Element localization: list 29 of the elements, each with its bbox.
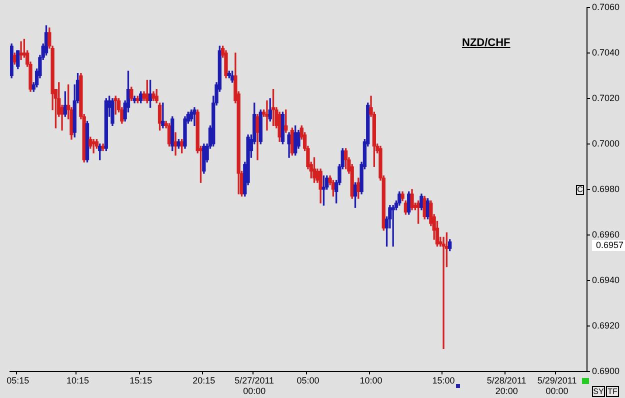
x-tick-label: 5/29/2011 00:00 bbox=[537, 375, 577, 396]
y-tick-label: 0.7020 bbox=[592, 92, 620, 103]
y-tick-label: 0.7060 bbox=[592, 2, 620, 12]
candlestick bbox=[19, 41, 23, 60]
x-tick-label: 10:15 bbox=[66, 375, 90, 386]
y-tick-label: 0.6920 bbox=[592, 320, 620, 330]
candlestick bbox=[442, 236, 446, 349]
y-tick-label: 0.7000 bbox=[592, 138, 620, 148]
y-tick-label: 0.6980 bbox=[592, 184, 620, 194]
x-tick-label: 20:15 bbox=[192, 375, 216, 386]
candlestick bbox=[192, 107, 196, 126]
x-tick-label: 5/27/2011 00:00 bbox=[234, 375, 274, 396]
text: NZD/CHF bbox=[462, 37, 510, 49]
x-tick-label: 5/28/2011 20:00 bbox=[486, 375, 526, 396]
y-tick-label: 0.7040 bbox=[592, 47, 620, 58]
x-tick-label: 15:00 bbox=[432, 375, 455, 386]
y-tick-label: 0.6940 bbox=[592, 274, 620, 285]
x-tick-label: 05:15 bbox=[6, 375, 30, 386]
text: TF bbox=[606, 386, 619, 397]
candlestick bbox=[265, 100, 269, 131]
x-tick-label: 15:15 bbox=[130, 375, 152, 386]
text: 0.6957 bbox=[592, 240, 625, 251]
annotation: C bbox=[576, 185, 584, 195]
text: SY bbox=[592, 386, 605, 397]
y-tick-label: 0.6960 bbox=[592, 229, 620, 240]
x-tick-label: 05:00 bbox=[296, 375, 320, 386]
x-tick-label: 10:00 bbox=[360, 375, 382, 386]
y-tick-label: 0.6900 bbox=[592, 366, 620, 376]
candlestick bbox=[174, 132, 178, 156]
